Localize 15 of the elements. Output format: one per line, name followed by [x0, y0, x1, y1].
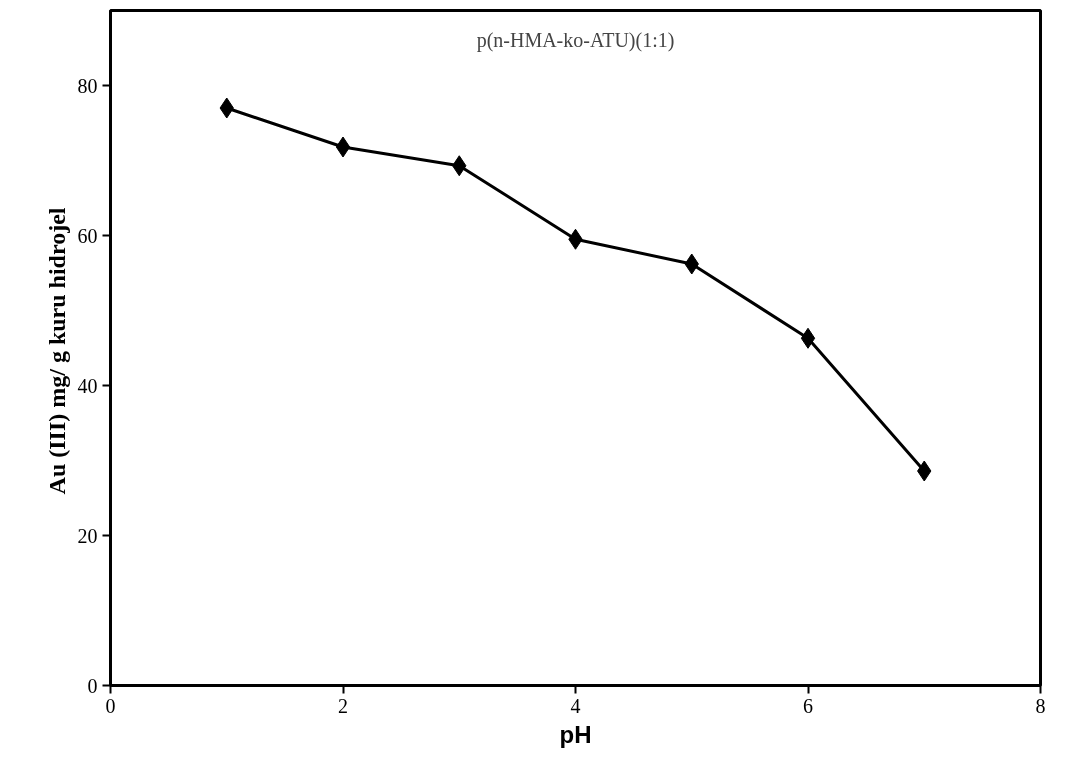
x-tick-label: 4: [570, 694, 581, 717]
point: [335, 136, 351, 158]
x-tick-label: 0: [105, 694, 116, 717]
y-tick-label: 80: [77, 74, 98, 97]
x-tick-label: 6: [803, 694, 813, 717]
x-axis-title: pH: [559, 720, 592, 748]
y-tick-label: 0: [87, 674, 98, 697]
x-tick-label: 2: [338, 694, 348, 717]
annotation: p(n-HMA-ko-ATU)(1:1): [476, 28, 675, 52]
x-tick-label: 8: [1035, 694, 1046, 717]
y-tick-label: 60: [77, 224, 98, 247]
y-axis-title: Au (III) mg/ g kuru hidrojel: [43, 207, 70, 495]
point: [800, 327, 816, 349]
y-tick-label: 20: [77, 524, 98, 547]
y-tick-label: 40: [77, 374, 98, 397]
